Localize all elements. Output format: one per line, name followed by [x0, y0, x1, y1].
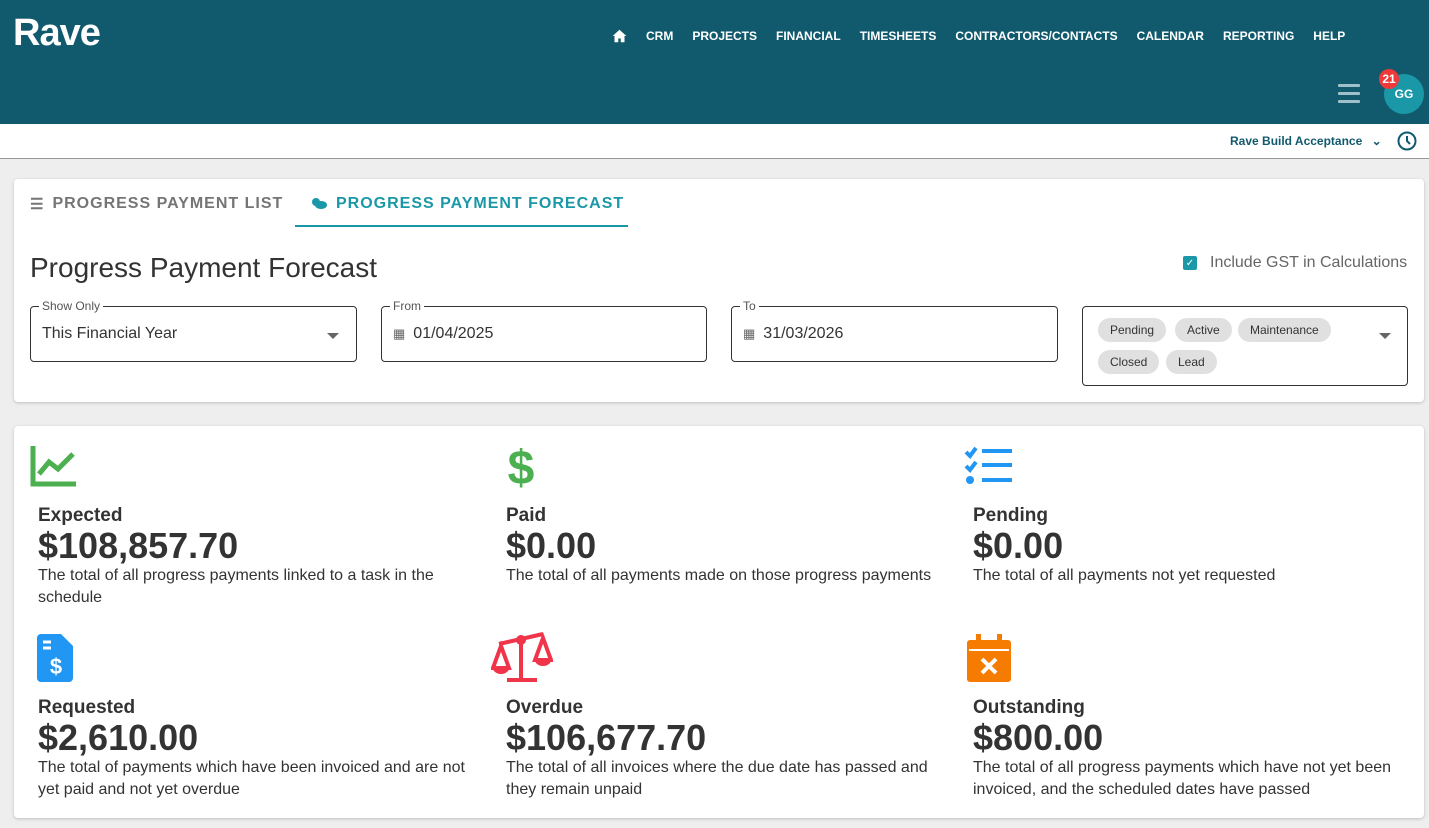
dropdown-arrow-icon [1379, 333, 1391, 339]
calendar-icon: ▦ [743, 326, 756, 341]
nav-contractors[interactable]: CONTRACTORS/CONTACTS [955, 29, 1118, 43]
nav-crm[interactable]: CRM [646, 29, 674, 43]
top-bar: Rave CRM PROJECTS FINANCIAL TIMESHEETS C… [0, 0, 1429, 124]
status-chip[interactable]: Active [1175, 318, 1232, 342]
stat-description: The total of all invoices where the due … [506, 759, 928, 798]
gst-label: Include GST in Calculations [1210, 254, 1408, 271]
nav-help[interactable]: HELP [1313, 29, 1346, 43]
stat-pending: Pending $0.00 The total of all payments … [973, 505, 1413, 587]
sub-bar: Rave Build Acceptance ⌄ [0, 124, 1429, 159]
stat-description: The total of all payments made on those … [506, 567, 932, 584]
clock-icon[interactable] [1397, 131, 1417, 151]
nav-financial[interactable]: FINANCIAL [776, 29, 841, 43]
stat-description: The total of all progress payments linke… [38, 567, 434, 606]
include-gst-checkbox[interactable]: ✓ Include GST in Calculations [1183, 254, 1407, 272]
stat-overdue: Overdue $106,677.70 The total of all inv… [506, 697, 946, 801]
stat-title: Outstanding [973, 697, 1085, 718]
dropdown-arrow-icon [327, 333, 339, 339]
status-chip[interactable]: Maintenance [1238, 318, 1331, 342]
to-label: To [740, 299, 759, 313]
calendar-x-icon [967, 634, 1011, 682]
stat-outstanding: Outstanding $800.00 The total of all pro… [973, 697, 1413, 801]
stat-title: Paid [506, 505, 547, 526]
stat-title: Expected [38, 505, 123, 526]
stat-value: $108,857.70 [38, 525, 239, 566]
main-nav: CRM PROJECTS FINANCIAL TIMESHEETS CONTRA… [612, 29, 1345, 43]
from-label: From [390, 299, 424, 313]
stat-expected: Expected $108,857.70 The total of all pr… [38, 505, 478, 609]
stat-title: Overdue [506, 697, 584, 718]
company-selector[interactable]: Rave Build Acceptance ⌄ [1230, 134, 1382, 148]
stat-description: The total of all progress payments which… [973, 759, 1392, 798]
home-icon[interactable] [612, 29, 627, 43]
nav-projects[interactable]: PROJECTS [692, 29, 758, 43]
status-multiselect[interactable]: Pending Active Maintenance Closed Lead [1082, 306, 1408, 386]
company-name: Rave Build Acceptance [1230, 134, 1363, 148]
show-only-label: Show Only [39, 299, 104, 313]
stat-value: $800.00 [973, 717, 1104, 758]
svg-text:$: $ [50, 654, 62, 679]
hamburger-menu-icon[interactable] [1338, 84, 1360, 108]
tab-progress-payment-list[interactable]: ☰ PROGRESS PAYMENT LIST [30, 195, 283, 213]
from-value: 01/04/2025 [413, 325, 494, 342]
calendar-icon: ▦ [393, 326, 406, 341]
stat-description: The total of payments which have been in… [38, 759, 465, 798]
chart-line-icon [30, 446, 76, 487]
checkbox-checked-icon: ✓ [1183, 256, 1197, 270]
stat-value: $106,677.70 [506, 717, 707, 758]
logo[interactable]: Rave [13, 12, 101, 54]
scale-icon [491, 632, 553, 682]
show-only-select[interactable]: Show Only This Financial Year [30, 299, 357, 362]
checklist-icon [964, 446, 1012, 484]
tab-label: PROGRESS PAYMENT FORECAST [336, 195, 625, 212]
tab-label: PROGRESS PAYMENT LIST [52, 195, 284, 212]
status-chip[interactable]: Lead [1166, 350, 1217, 374]
stat-title: Requested [38, 697, 136, 718]
stat-description: The total of all payments not yet reques… [973, 567, 1276, 584]
nav-calendar[interactable]: CALENDAR [1136, 29, 1204, 43]
summary-card [14, 426, 1424, 818]
svg-text:$: $ [508, 442, 535, 490]
stat-paid: Paid $0.00 The total of all payments mad… [506, 505, 946, 587]
numbered-list-icon: ☰ [30, 196, 45, 213]
notification-badge: 21 [1379, 69, 1399, 89]
nav-reporting[interactable]: REPORTING [1222, 29, 1295, 43]
show-only-value: This Financial Year [42, 325, 178, 342]
status-chip[interactable]: Pending [1098, 318, 1167, 342]
dollar-icon: $ [508, 442, 535, 490]
chevron-down-icon: ⌄ [1371, 134, 1382, 148]
to-value: 31/03/2026 [763, 325, 844, 342]
stat-value: $2,610.00 [38, 717, 199, 758]
stat-value: $0.00 [973, 525, 1064, 566]
page-title: Progress Payment Forecast [30, 252, 378, 283]
stat-requested: Requested $2,610.00 The total of payment… [38, 697, 478, 801]
active-tab-indicator [295, 225, 628, 227]
nav-timesheets[interactable]: TIMESHEETS [859, 29, 937, 43]
to-date-field[interactable]: To ▦ 31/03/2026 [731, 299, 1058, 362]
stat-value: $0.00 [506, 525, 597, 566]
tab-progress-payment-forecast[interactable]: PROGRESS PAYMENT FORECAST [310, 195, 624, 213]
weather-cloud-icon [312, 198, 327, 209]
invoice-dollar-icon: $ [37, 634, 73, 682]
stat-title: Pending [973, 505, 1048, 526]
from-date-field[interactable]: From ▦ 01/04/2025 [381, 299, 707, 362]
status-chip[interactable]: Closed [1098, 350, 1160, 374]
